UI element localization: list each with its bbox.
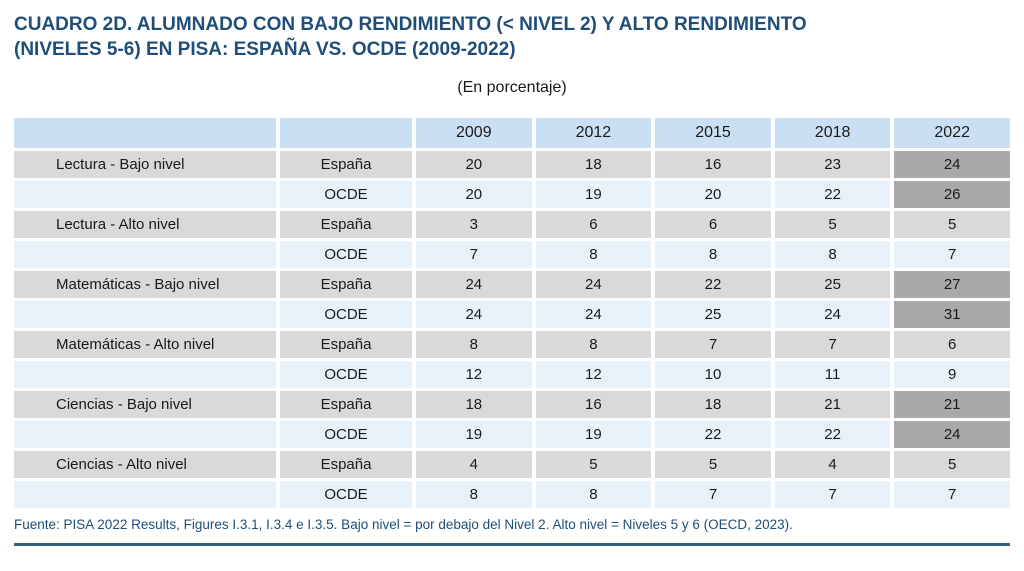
- value-cell-2009: 12: [416, 361, 532, 388]
- value-cell-2015: 22: [655, 271, 771, 298]
- value-cell-2012: 6: [535, 211, 652, 238]
- indicator-cell: [14, 301, 276, 328]
- value-cell-2022: 21: [894, 391, 1010, 418]
- value-cell-2015: 7: [655, 331, 771, 358]
- value-cell-2012: 8: [535, 241, 652, 268]
- value-cell-2012: 12: [535, 361, 652, 388]
- report-exhibit-page: CUADRO 2D. ALUMNADO CON BAJO RENDIMIENTO…: [0, 12, 1024, 571]
- value-cell-2018: 24: [774, 301, 891, 328]
- series-cell: OCDE: [280, 241, 412, 268]
- series-cell: España: [280, 151, 412, 178]
- value-cell-2015: 7: [655, 481, 771, 508]
- value-cell-2009: 20: [416, 151, 532, 178]
- value-cell-2009: 3: [416, 211, 532, 238]
- value-cell-2012: 8: [535, 481, 652, 508]
- indicator-cell: Ciencias - Bajo nivel: [14, 391, 276, 418]
- indicator-cell: [14, 361, 276, 388]
- year-header-2018: 2018: [774, 118, 891, 148]
- series-cell: OCDE: [280, 301, 412, 328]
- value-cell-2012: 24: [535, 301, 652, 328]
- value-cell-2009: 19: [416, 421, 532, 448]
- series-cell: OCDE: [280, 361, 412, 388]
- value-cell-2022: 24: [894, 421, 1010, 448]
- series-cell: OCDE: [280, 181, 412, 208]
- value-cell-2012: 8: [535, 331, 652, 358]
- value-cell-2018: 21: [774, 391, 891, 418]
- value-cell-2009: 8: [416, 481, 532, 508]
- series-cell: España: [280, 391, 412, 418]
- value-cell-2009: 24: [416, 271, 532, 298]
- value-cell-2018: 7: [774, 481, 891, 508]
- exhibit-title-line2: (NIVELES 5-6) EN PISA: ESPAÑA VS. OCDE (…: [14, 39, 516, 60]
- value-cell-2015: 18: [655, 391, 771, 418]
- value-cell-2015: 10: [655, 361, 771, 388]
- value-cell-2009: 4: [416, 451, 532, 478]
- indicator-cell: Ciencias - Alto nivel: [14, 451, 276, 478]
- value-cell-2009: 7: [416, 241, 532, 268]
- year-header-2009: 2009: [416, 118, 532, 148]
- value-cell-2012: 16: [535, 391, 652, 418]
- value-cell-2022: 26: [894, 181, 1010, 208]
- exhibit-title: CUADRO 2D. ALUMNADO CON BAJO RENDIMIENTO…: [14, 12, 1010, 62]
- series-cell: OCDE: [280, 421, 412, 448]
- value-cell-2015: 5: [655, 451, 771, 478]
- value-cell-2015: 16: [655, 151, 771, 178]
- value-cell-2015: 20: [655, 181, 771, 208]
- indicator-cell: [14, 481, 276, 508]
- value-cell-2015: 25: [655, 301, 771, 328]
- value-cell-2012: 5: [535, 451, 652, 478]
- series-cell: España: [280, 211, 412, 238]
- indicator-cell: Matemáticas - Bajo nivel: [14, 271, 276, 298]
- exhibit-title-line1: CUADRO 2D. ALUMNADO CON BAJO RENDIMIENTO…: [14, 14, 807, 35]
- value-cell-2009: 18: [416, 391, 532, 418]
- value-cell-2018: 8: [774, 241, 891, 268]
- indicator-cell: [14, 241, 276, 268]
- year-header-2012: 2012: [535, 118, 652, 148]
- value-cell-2022: 5: [894, 211, 1010, 238]
- value-cell-2022: 6: [894, 331, 1010, 358]
- value-cell-2022: 5: [894, 451, 1010, 478]
- value-cell-2009: 8: [416, 331, 532, 358]
- value-cell-2022: 9: [894, 361, 1010, 388]
- value-cell-2018: 22: [774, 421, 891, 448]
- exhibit-subtitle: (En porcentaje): [457, 79, 567, 96]
- value-cell-2018: 5: [774, 211, 891, 238]
- value-cell-2022: 7: [894, 481, 1010, 508]
- value-cell-2018: 25: [774, 271, 891, 298]
- year-header-2015: 2015: [655, 118, 771, 148]
- year-header-2022: 2022: [894, 118, 1010, 148]
- indicator-cell: Lectura - Bajo nivel: [14, 151, 276, 178]
- value-cell-2018: 23: [774, 151, 891, 178]
- value-cell-2009: 24: [416, 301, 532, 328]
- indicator-cell: Lectura - Alto nivel: [14, 211, 276, 238]
- value-cell-2012: 18: [535, 151, 652, 178]
- indicator-cell: [14, 181, 276, 208]
- value-cell-2012: 19: [535, 181, 652, 208]
- value-cell-2009: 20: [416, 181, 532, 208]
- value-cell-2015: 8: [655, 241, 771, 268]
- value-cell-2018: 22: [774, 181, 891, 208]
- header-indicator-cell: [14, 118, 276, 148]
- indicator-cell: [14, 421, 276, 448]
- series-cell: España: [280, 331, 412, 358]
- bottom-rule: [14, 543, 1010, 546]
- pisa-results-table: 2009 2012 2015 2018 2022 Lectura - Bajo nivel…: [14, 118, 1010, 508]
- value-cell-2012: 24: [535, 271, 652, 298]
- series-cell: España: [280, 271, 412, 298]
- value-cell-2022: 31: [894, 301, 1010, 328]
- value-cell-2018: 11: [774, 361, 891, 388]
- value-cell-2022: 7: [894, 241, 1010, 268]
- value-cell-2022: 24: [894, 151, 1010, 178]
- value-cell-2015: 22: [655, 421, 771, 448]
- series-cell: España: [280, 451, 412, 478]
- value-cell-2018: 7: [774, 331, 891, 358]
- value-cell-2012: 19: [535, 421, 652, 448]
- value-cell-2022: 27: [894, 271, 1010, 298]
- value-cell-2018: 4: [774, 451, 891, 478]
- series-cell: OCDE: [280, 481, 412, 508]
- value-cell-2015: 6: [655, 211, 771, 238]
- indicator-cell: Matemáticas - Alto nivel: [14, 331, 276, 358]
- header-series-cell: [280, 118, 412, 148]
- source-note: Fuente: PISA 2022 Results, Figures I.3.1…: [14, 517, 793, 532]
